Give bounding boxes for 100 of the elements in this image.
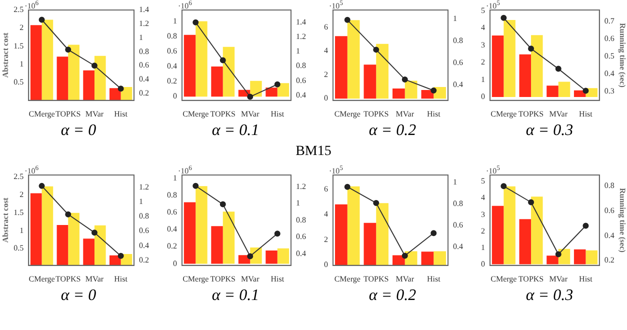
x-tick-label: TOPKS xyxy=(56,109,81,118)
point xyxy=(65,46,72,53)
point xyxy=(118,252,124,259)
point xyxy=(430,87,437,94)
bar xyxy=(376,203,388,266)
point xyxy=(344,16,350,23)
bar xyxy=(30,193,42,266)
y2-tick-label: 0.4 xyxy=(453,242,463,252)
bar xyxy=(492,35,504,97)
annotation: ·10$^{5}$ xyxy=(329,0,343,11)
bar xyxy=(335,36,348,99)
x-tick-label: CMerge xyxy=(334,109,361,118)
point xyxy=(373,200,380,206)
x-tick-label: MVar xyxy=(85,109,104,118)
y-tick-label: 3 xyxy=(481,40,485,50)
bar xyxy=(519,54,532,97)
x-tick-label: CMerge xyxy=(334,274,361,284)
x-tick-label: Hist xyxy=(426,109,442,118)
x-tick-label: MVar xyxy=(549,109,568,118)
text: α = 0.3 xyxy=(524,122,574,140)
x-tick-label: TOPKS xyxy=(518,274,544,284)
bar xyxy=(392,255,405,266)
point xyxy=(220,201,226,208)
point xyxy=(430,230,437,236)
bar xyxy=(222,212,235,264)
y-tick-label: 0 xyxy=(481,259,485,268)
point xyxy=(582,222,589,229)
y-tick-label: 0.5 xyxy=(14,244,24,253)
point xyxy=(91,62,98,69)
y-tick-label: 5 xyxy=(481,176,485,186)
bar xyxy=(434,251,446,266)
y-tick-label: 0.6 xyxy=(167,208,177,217)
y2-tick-label: 1.2 xyxy=(139,182,149,192)
bar xyxy=(83,70,94,100)
bar xyxy=(347,186,360,266)
y-tick-label: 1 xyxy=(481,242,485,252)
y2-tick-label: 0.6 xyxy=(453,58,463,68)
annotation: ·10$^{6}$ xyxy=(178,165,192,176)
y2-tick-label: 0.5 xyxy=(604,52,614,61)
x-tick-label: Hist xyxy=(114,109,128,118)
x-tick-label: Hist xyxy=(579,109,594,118)
bar xyxy=(504,20,516,97)
y-tick-label: 6 xyxy=(324,22,328,32)
x-tick-label: TOPKS xyxy=(56,274,81,284)
y-tick-label: 5 xyxy=(481,6,485,15)
bar xyxy=(222,46,235,97)
y2-tick-label: 0.4 xyxy=(604,230,614,240)
y2-tick-label: 0.4 xyxy=(296,90,306,100)
y-tick-label: 1.5 xyxy=(14,208,24,217)
x-tick-label: TOPKS xyxy=(364,274,389,284)
y2-tick-label: 0.6 xyxy=(139,226,149,236)
bar xyxy=(364,222,376,266)
y2-axis-title: Running time (sec) xyxy=(618,188,627,253)
y2-tick-label: 0.6 xyxy=(604,206,614,216)
point xyxy=(582,88,589,94)
x-tick-label: CMerge xyxy=(490,109,518,118)
y2-tick-label: 1 xyxy=(453,14,457,23)
y-tick-label: 1 xyxy=(173,16,177,26)
y2-tick-label: 1.2 xyxy=(296,182,306,191)
text: α = 0 xyxy=(60,287,98,305)
bar xyxy=(68,44,80,100)
point xyxy=(344,184,350,190)
y-tick-label: 2 xyxy=(20,23,24,32)
point xyxy=(274,230,280,237)
bar xyxy=(68,212,80,266)
bar xyxy=(42,20,54,100)
y-tick-label: 0.4 xyxy=(167,62,177,71)
y-tick-label: 4 xyxy=(324,46,328,56)
point xyxy=(528,199,534,206)
y-tick-label: 0 xyxy=(173,92,177,101)
y-tick-label: 0.6 xyxy=(167,46,177,56)
y2-tick-label: 1 xyxy=(139,197,143,206)
x-tick-label: MVar xyxy=(549,274,568,284)
point xyxy=(220,57,226,64)
bar xyxy=(211,66,223,97)
y2-tick-label: 1 xyxy=(139,32,143,42)
point xyxy=(274,81,280,88)
bar xyxy=(94,225,106,266)
y-tick-label: 4 xyxy=(481,23,485,32)
y-tick-label: 2 xyxy=(481,58,485,67)
x-tick-label: MVar xyxy=(85,274,104,284)
y-tick-label: 2.5 xyxy=(14,5,24,14)
text: α = 0 xyxy=(60,122,98,140)
bar xyxy=(94,56,106,100)
annotation: ·10$^{5}$ xyxy=(329,165,343,176)
annotation: ·10$^{5}$ xyxy=(486,0,500,11)
bar xyxy=(546,86,558,97)
y-tick-label: 0.8 xyxy=(167,190,177,200)
x-tick-label: MVar xyxy=(396,109,414,118)
y2-tick-label: 0.2 xyxy=(139,255,149,264)
y-tick-label: 1.5 xyxy=(14,41,24,50)
text: BM15 xyxy=(294,144,332,160)
point xyxy=(402,252,408,259)
x-tick-label: Hist xyxy=(114,274,128,284)
x-tick-label: CMerge xyxy=(28,109,56,118)
x-tick-label: CMerge xyxy=(182,274,210,284)
y-axis-title: Abstract cost xyxy=(0,197,10,243)
point xyxy=(402,76,408,82)
x-tick-label: TOPKS xyxy=(364,109,389,118)
bar xyxy=(347,20,360,99)
